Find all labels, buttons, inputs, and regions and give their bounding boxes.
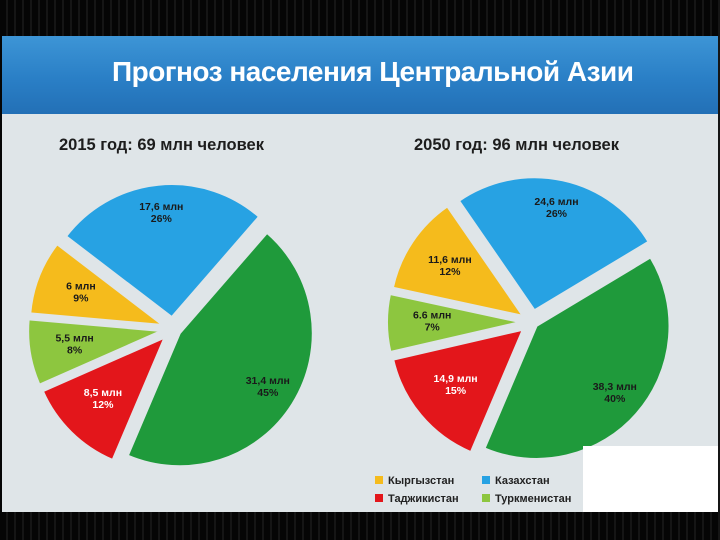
slice-label: 45%	[257, 387, 279, 399]
slice-label: 12%	[439, 266, 461, 278]
slice-label: 14,9 млн	[434, 373, 478, 385]
pie-slice	[392, 328, 525, 454]
legend-label: Казахстан	[495, 475, 550, 487]
legend-swatch	[482, 494, 490, 502]
legend-label: Кыргызстан	[388, 475, 455, 487]
slice-label: 26%	[546, 208, 568, 220]
legend-swatch	[482, 476, 490, 484]
legend-item: Кыргызстан	[375, 475, 454, 487]
slice-label: 15%	[445, 385, 467, 397]
slice-label: 31,4 млн	[246, 375, 290, 387]
slice-label: 9%	[73, 292, 89, 304]
legend-label: Туркменистан	[495, 493, 572, 505]
slice-label: 8%	[67, 344, 83, 356]
legend: Кыргызстан Казахстан Таджикистан Туркмен…	[375, 473, 585, 512]
overlay-box	[583, 446, 718, 512]
slide: Прогноз населения Центральной Азии 2015 …	[2, 36, 718, 512]
slice-label: 38,3 млн	[593, 381, 637, 393]
legend-swatch	[375, 476, 383, 484]
legend-label: Таджикистан	[388, 493, 459, 505]
pie-slice	[457, 176, 650, 312]
pie-slice	[64, 183, 261, 319]
legend-item: Таджикистан	[375, 493, 459, 505]
pie-slice	[29, 242, 167, 327]
slice-label: 6.6 млн	[413, 310, 451, 322]
slice-label: 26%	[151, 213, 173, 225]
pie-slice	[386, 292, 521, 354]
slice-label: 11,6 млн	[428, 254, 472, 266]
legend-swatch	[375, 494, 383, 502]
slice-label: 5,5 млн	[55, 332, 93, 344]
chart-title-2015: 2015 год: 69 млн человек	[59, 136, 264, 154]
slice-label: 8,5 млн	[84, 387, 122, 399]
slice-label: 12%	[92, 399, 114, 411]
slice-label: 6 млн	[66, 280, 96, 292]
pie-slice	[391, 205, 526, 318]
pie-slice	[27, 318, 162, 386]
pie-slice	[126, 231, 314, 468]
slide-title: Прогноз населения Центральной Азии	[112, 56, 634, 87]
slice-label: 7%	[425, 322, 441, 334]
pie-slice	[41, 335, 167, 462]
legend-item: Туркменистан	[482, 493, 571, 505]
chart-title-2050: 2050 год: 96 млн человек	[414, 136, 619, 154]
legend-item: Казахстан	[482, 475, 550, 487]
slice-label: 17,6 млн	[139, 201, 183, 213]
title-bar: Прогноз населения Центральной Азии	[2, 36, 718, 114]
slice-label: 40%	[604, 393, 626, 405]
slice-label: 24,6 млн	[534, 196, 578, 208]
pie-slice	[483, 256, 671, 460]
